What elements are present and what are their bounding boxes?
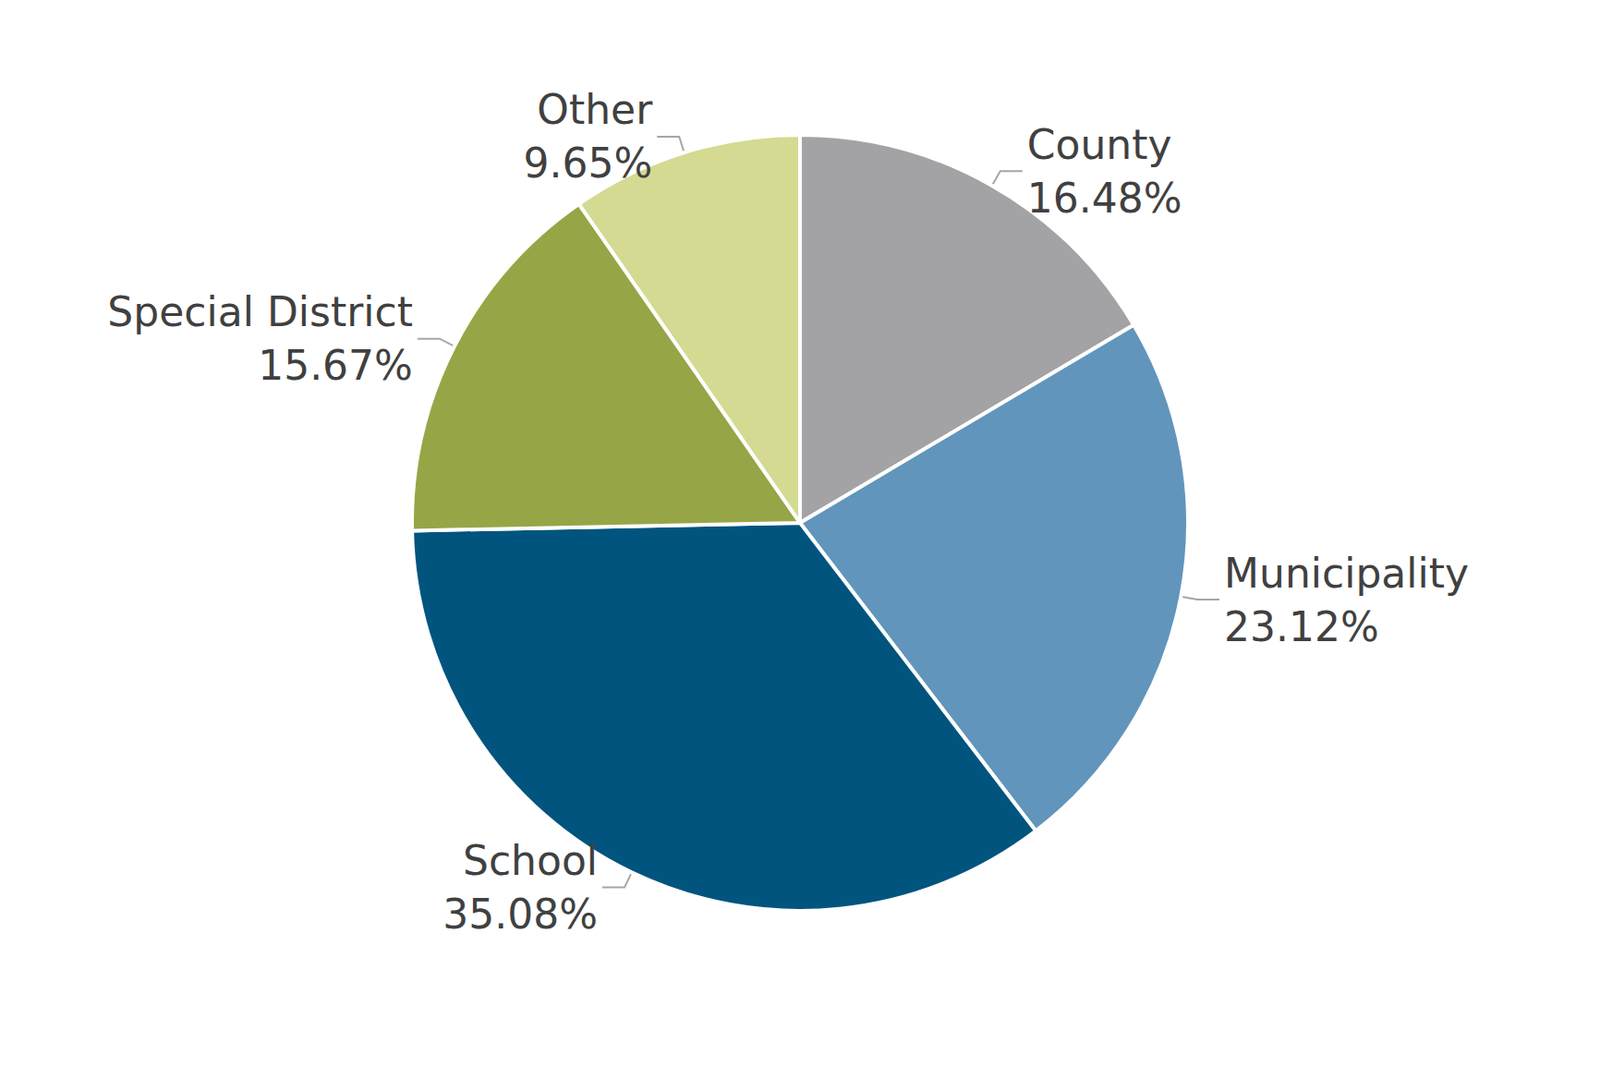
svg-text:Municipality: Municipality: [1224, 549, 1469, 597]
svg-text:15.67%: 15.67%: [257, 341, 413, 389]
svg-text:Special District: Special District: [107, 288, 413, 336]
svg-text:9.65%: 9.65%: [522, 139, 653, 187]
svg-text:County: County: [1027, 121, 1173, 169]
svg-text:16.48%: 16.48%: [1027, 174, 1183, 222]
svg-text:School: School: [462, 836, 598, 885]
svg-text:Other: Other: [536, 85, 654, 134]
svg-text:35.08%: 35.08%: [442, 890, 598, 938]
svg-text:23.12%: 23.12%: [1224, 603, 1380, 651]
